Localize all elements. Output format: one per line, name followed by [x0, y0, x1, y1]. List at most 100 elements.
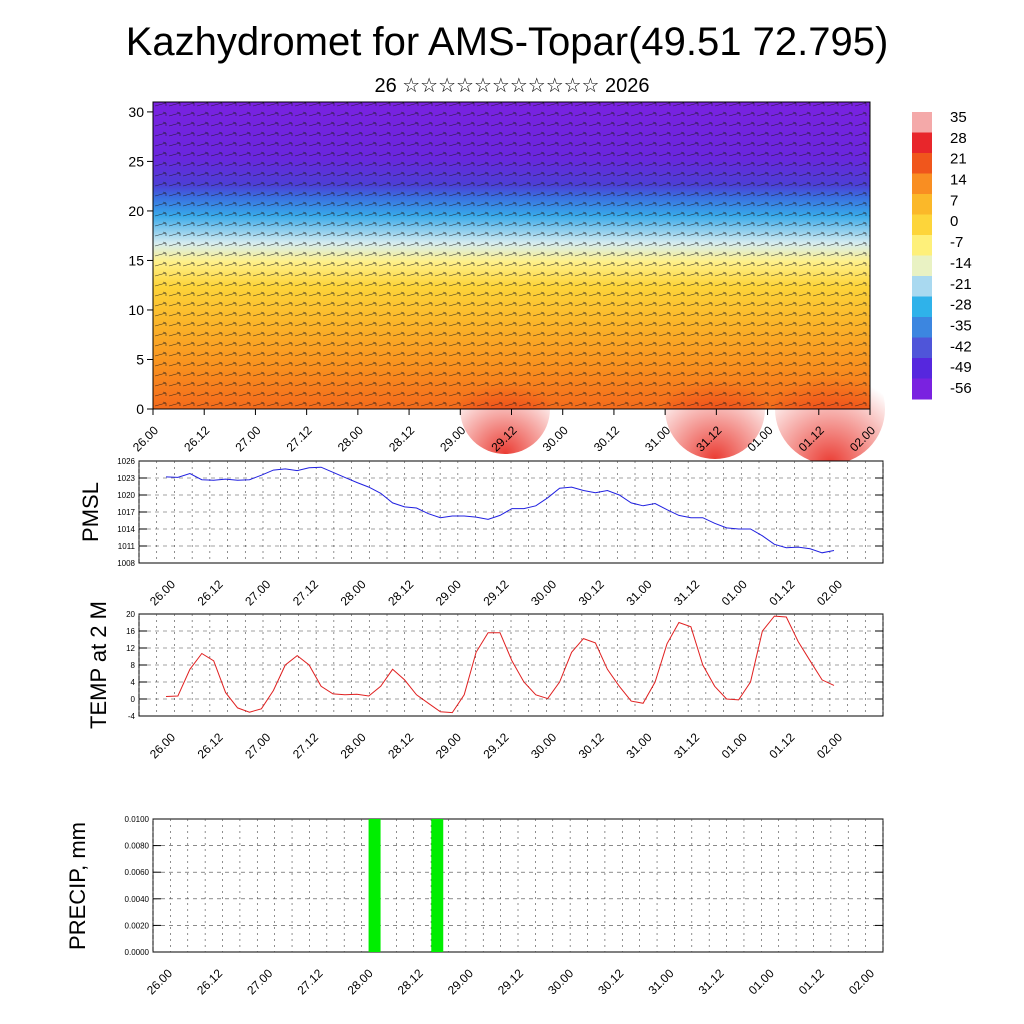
x-tick-label: 28.12 [385, 577, 416, 608]
colorbar-swatch [912, 153, 932, 174]
x-tick-label: 26.00 [147, 730, 178, 761]
x-tick-label: 29.12 [480, 577, 511, 608]
x-tick-label: 27.12 [290, 577, 321, 608]
colorbar-label: -42 [950, 338, 972, 355]
x-tick-label: 01.00 [746, 966, 777, 997]
y-tick-label: 0 [131, 695, 136, 704]
y-tick-label: 0.0020 [125, 921, 150, 930]
x-tick-label: 30.12 [576, 730, 607, 761]
x-tick-label: 27.00 [242, 577, 273, 608]
x-tick-label: 31.12 [671, 577, 702, 608]
precip-bar [431, 819, 444, 952]
colorbar-label: -28 [950, 297, 972, 314]
x-tick-label: 28.00 [338, 577, 369, 608]
heatmap-x-tick-label: 28.00 [335, 423, 366, 454]
y-tick-label: 20 [126, 610, 135, 619]
colorbar-swatch [912, 337, 932, 359]
x-tick-label: 27.00 [242, 730, 273, 761]
chart-subtitle: 26 ☆☆☆☆☆☆☆☆☆☆☆ 2026 [374, 75, 649, 97]
wind-vectors [153, 102, 870, 409]
x-tick-label: 30.00 [528, 730, 559, 761]
heatmap-y-axis: 0 5 10 15 20 25 30 [128, 104, 153, 417]
x-tick-label: 02.00 [814, 577, 845, 608]
colorbar-swatch [912, 378, 932, 400]
x-tick-label: 01.00 [719, 730, 750, 761]
colorbar-swatch [912, 235, 932, 256]
colorbar-swatch [912, 296, 932, 318]
colorbar-label: 35 [950, 109, 967, 126]
colorbar-label: -35 [950, 317, 972, 334]
colorbar-swatch [912, 112, 932, 133]
y-tick-label: 0.0000 [125, 948, 150, 957]
y-tick-label: 0.0080 [125, 842, 150, 851]
y-tick-label: 16 [126, 627, 135, 636]
heatmap-x-tick-label: 29.00 [437, 423, 468, 454]
x-tick-label: 31.12 [671, 730, 702, 761]
colorbar-swatch [912, 214, 932, 236]
precip-bar [368, 819, 381, 952]
heatmap-x-tick-label: 26.12 [181, 423, 212, 454]
heatmap-y-tick-label: 10 [128, 302, 144, 318]
y-tick-label: 1023 [117, 474, 135, 483]
x-tick-label: 29.00 [445, 966, 476, 997]
colorbar-label: 0 [950, 213, 958, 230]
y-tick-label: 1020 [117, 491, 135, 500]
colorbar-label: -14 [950, 255, 972, 272]
x-tick-label: 01.00 [719, 577, 750, 608]
heatmap-y-tick-label: 25 [128, 153, 144, 169]
heatmap-x-tick-label: 30.12 [591, 423, 622, 454]
x-tick-label: 31.00 [623, 730, 654, 761]
heatmap-y-tick-label: 15 [128, 252, 144, 268]
colorbar-swatch [912, 358, 932, 379]
x-tick-label: 01.12 [766, 730, 797, 761]
colorbar-label: -56 [950, 380, 972, 397]
precip-ylabel: PRECIP, mm [65, 822, 90, 950]
colorbar-label: -21 [950, 276, 972, 293]
colorbar: 35 28 21 14 7 0 -7 -14 -21 -28 -35 -42 -49 -56 [912, 109, 972, 400]
x-tick-label: 26.00 [147, 577, 178, 608]
x-tick-label: 29.12 [495, 966, 526, 997]
x-tick-label: 28.12 [385, 730, 416, 761]
colorbar-label: 28 [950, 130, 967, 147]
colorbar-swatch [912, 317, 932, 338]
colorbar-swatch [912, 132, 932, 154]
colorbar-label: 14 [950, 172, 967, 189]
y-tick-label: 4 [131, 678, 136, 687]
pmsl-panel: 1008 1011 1014 1017 1020 1023 1026 26.00 26.12 27… [117, 457, 884, 608]
temp-ylabel: TEMP at 2 M [86, 601, 111, 729]
x-tick-label: 29.00 [433, 730, 464, 761]
x-tick-label: 30.12 [576, 577, 607, 608]
chart-title: Kazhydromet for AMS-Topar(49.51 72.795) [126, 20, 889, 64]
y-tick-label: 12 [126, 644, 135, 653]
y-tick-label: 8 [131, 661, 136, 670]
x-tick-label: 01.12 [766, 577, 797, 608]
heatmap-y-tick-label: 30 [128, 104, 144, 120]
x-tick-label: 31.00 [623, 577, 654, 608]
temp-panel: -4 0 4 8 12 16 20 26.00 26.12 27.00 27.12 28.00 28.1… [126, 610, 884, 761]
heatmap-x-tick-label: 26.00 [130, 423, 161, 454]
heatmap-y-tick-label: 5 [136, 351, 144, 367]
x-tick-label: 30.12 [595, 966, 626, 997]
y-tick-label: 1011 [118, 542, 136, 551]
pmsl-ylabel: PMSL [78, 482, 103, 542]
y-tick-label: 1017 [117, 508, 135, 517]
x-tick-label: 31.00 [645, 966, 676, 997]
colorbar-label: -49 [950, 359, 972, 376]
x-tick-label: 01.12 [796, 966, 827, 997]
x-tick-label: 29.12 [480, 730, 511, 761]
x-tick-label: 31.12 [696, 966, 727, 997]
heatmap-x-tick-label: 28.12 [386, 423, 417, 454]
colorbar-label: -7 [950, 234, 963, 251]
heatmap-panel: 0 5 10 15 20 25 30 26.00 26.12 27.00 27.12 28.00 28… [128, 101, 885, 464]
colorbar-label: 7 [950, 192, 958, 209]
x-tick-label: 26.12 [194, 966, 225, 997]
x-tick-label: 28.00 [338, 730, 369, 761]
heatmap-x-tick-label: 27.12 [284, 423, 315, 454]
series-line [165, 615, 835, 714]
x-tick-label: 30.00 [528, 577, 559, 608]
x-tick-label: 30.00 [545, 966, 576, 997]
x-tick-label: 28.12 [395, 966, 426, 997]
colorbar-swatch [912, 276, 932, 297]
x-tick-label: 02.00 [846, 966, 877, 997]
